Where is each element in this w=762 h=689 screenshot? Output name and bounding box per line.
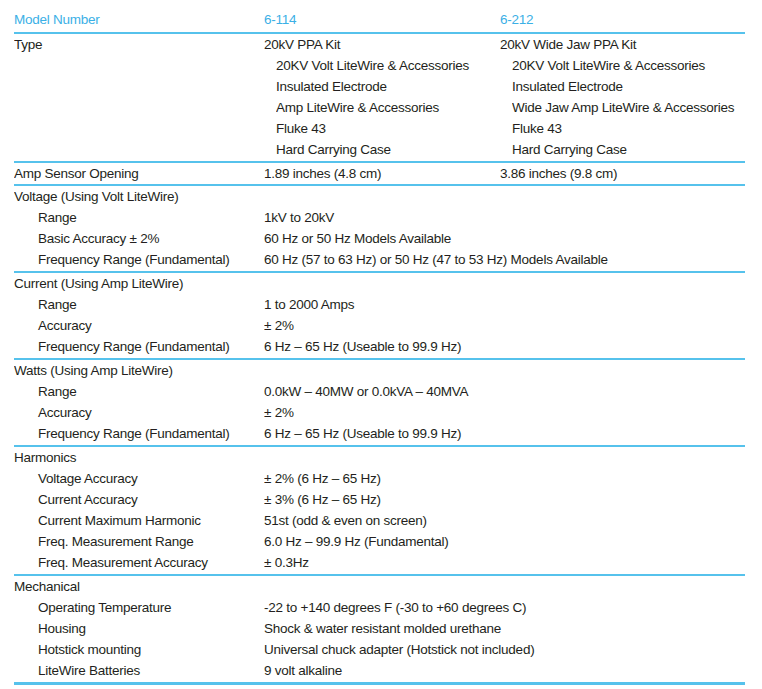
section-watts-using-amp-litewire: Watts (Using Amp LiteWire) Range0.0kW – 4… [14, 360, 745, 445]
section-harmonics: Harmonics Voltage Accuracy± 2% (6 Hz – 65… [14, 447, 745, 574]
kit-item: Insulated Electrode [512, 76, 745, 97]
spec-row: Frequency Range (Fundamental)60 Hz (57 t… [14, 249, 745, 270]
spec-row-label: Current Accuracy [14, 492, 264, 507]
kit-item: Fluke 43 [276, 118, 500, 139]
section-title: Current (Using Amp LiteWire) [14, 276, 264, 291]
spec-row-label: Operating Temperature [14, 600, 264, 615]
spec-row-label: Range [14, 210, 264, 225]
section-current-using-amp-litewire: Current (Using Amp LiteWire) Range1 to 20… [14, 273, 745, 358]
spec-row-value: ± 0.3Hz [264, 555, 745, 570]
spec-row-label: Accuracy [14, 318, 264, 333]
spec-row-label: Range [14, 297, 264, 312]
section-title: Harmonics [14, 450, 264, 465]
kit-item: 20KV Volt LiteWire & Accessories [512, 55, 745, 76]
amp-sensor-opening-model-2: 3.86 inches (9.8 cm) [500, 166, 745, 181]
section-title: Watts (Using Amp LiteWire) [14, 363, 264, 378]
spec-sections: Voltage (Using Volt LiteWire)Range1kV to… [14, 186, 745, 685]
spec-row: Range1kV to 20kV [14, 207, 745, 228]
section-title-row: Current (Using Amp LiteWire) [14, 273, 745, 294]
type-kit-contents: 20KV Volt LiteWire & Accessories Insulat… [14, 55, 745, 160]
spec-row: Current Accuracy± 3% (6 Hz – 65 Hz) [14, 489, 745, 510]
type-model-1-title: 20kV PPA Kit [264, 37, 500, 52]
spec-row-value: 6 Hz – 65 Hz (Useable to 99.9 Hz) [264, 426, 745, 441]
spec-row-value: ± 2% [264, 318, 745, 333]
spec-row: Basic Accuracy ± 2%60 Hz or 50 Hz Models… [14, 228, 745, 249]
type-model-2-title: 20kV Wide Jaw PPA Kit [500, 37, 745, 52]
spec-row-label: Current Maximum Harmonic [14, 513, 264, 528]
kit-item: Insulated Electrode [276, 76, 500, 97]
spec-row-label: Hotstick mounting [14, 642, 264, 657]
spec-row-value: 1kV to 20kV [264, 210, 745, 225]
section-title-row: Mechanical [14, 576, 745, 597]
section-title: Voltage (Using Volt LiteWire) [14, 189, 264, 204]
spec-row-value: 6.0 Hz – 99.9 Hz (Fundamental) [264, 534, 745, 549]
kit-item: Fluke 43 [512, 118, 745, 139]
spec-row-value: Universal chuck adapter (Hotstick not in… [264, 642, 745, 657]
spec-row-label: Freq. Measurement Range [14, 534, 264, 549]
spec-row-label: Voltage Accuracy [14, 471, 264, 486]
spec-row-value: 1 to 2000 Amps [264, 297, 745, 312]
header-model-2: 6-212 [500, 12, 745, 27]
spec-row-value: ± 3% (6 Hz – 65 Hz) [264, 492, 745, 507]
spec-row: Accuracy± 2% [14, 315, 745, 336]
section-title-row: Harmonics [14, 447, 745, 468]
amp-sensor-opening-row: Amp Sensor Opening 1.89 inches (4.8 cm) … [14, 163, 745, 184]
section-title-row: Watts (Using Amp LiteWire) [14, 360, 745, 381]
spec-row-label: Accuracy [14, 405, 264, 420]
spec-row-value: 0.0kW – 40MW or 0.0kVA – 40MVA [264, 384, 745, 399]
spec-row-label: Frequency Range (Fundamental) [14, 426, 264, 441]
section-title-row: Voltage (Using Volt LiteWire) [14, 186, 745, 207]
kit-item: 20KV Volt LiteWire & Accessories [276, 55, 500, 76]
spec-row: Freq. Measurement Accuracy± 0.3Hz [14, 552, 745, 573]
spec-row-label: LiteWire Batteries [14, 663, 264, 678]
kit-item: Wide Jaw Amp LiteWire & Accessories [512, 97, 745, 118]
kit-item: Amp LiteWire & Accessories [276, 97, 500, 118]
spec-row-label: Frequency Range (Fundamental) [14, 339, 264, 354]
spec-row: Current Maximum Harmonic51st (odd & even… [14, 510, 745, 531]
kit-list-model-1: 20KV Volt LiteWire & Accessories Insulat… [264, 55, 500, 160]
kit-item: Hard Carrying Case [276, 139, 500, 160]
spec-row-label: Housing [14, 621, 264, 636]
spec-row-label: Range [14, 384, 264, 399]
amp-sensor-opening-label: Amp Sensor Opening [14, 166, 264, 181]
spec-row: Hotstick mountingUniversal chuck adapter… [14, 639, 745, 660]
spec-row-value: 60 Hz (57 to 63 Hz) or 50 Hz (47 to 53 H… [264, 252, 745, 267]
spec-row: Voltage Accuracy± 2% (6 Hz – 65 Hz) [14, 468, 745, 489]
header-model-1: 6-114 [264, 12, 500, 27]
kit-item: Hard Carrying Case [512, 139, 745, 160]
kit-list-model-2: 20KV Volt LiteWire & Accessories Insulat… [500, 55, 745, 160]
spec-row: HousingShock & water resistant molded ur… [14, 618, 745, 639]
spec-row: Frequency Range (Fundamental)6 Hz – 65 H… [14, 423, 745, 444]
type-label: Type [14, 37, 264, 52]
spec-table: Model Number 6-114 6-212 Type 20kV PPA K… [14, 7, 745, 685]
spec-row: Operating Temperature-22 to +140 degrees… [14, 597, 745, 618]
spec-row-label: Basic Accuracy ± 2% [14, 231, 264, 246]
section-mechanical: Mechanical Operating Temperature-22 to +1… [14, 576, 745, 682]
table-header-row: Model Number 6-114 6-212 [14, 7, 745, 32]
section-divider [14, 682, 745, 685]
spec-row: Range1 to 2000 Amps [14, 294, 745, 315]
spec-row-value: -22 to +140 degrees F (-30 to +60 degree… [264, 600, 745, 615]
spec-row-value: ± 2% [264, 405, 745, 420]
type-title-row: Type 20kV PPA Kit 20kV Wide Jaw PPA Kit [14, 34, 745, 55]
spec-row-value: 51st (odd & even on screen) [264, 513, 745, 528]
spec-row-value: Shock & water resistant molded urethane [264, 621, 745, 636]
spec-row-value: 6 Hz – 65 Hz (Useable to 99.9 Hz) [264, 339, 745, 354]
spec-row: LiteWire Batteries9 volt alkaline [14, 660, 745, 681]
header-model-number-label: Model Number [14, 12, 264, 27]
spec-row-value: 60 Hz or 50 Hz Models Available [264, 231, 745, 246]
spec-row-value: ± 2% (6 Hz – 65 Hz) [264, 471, 745, 486]
spec-row-label: Frequency Range (Fundamental) [14, 252, 264, 267]
spec-row: Freq. Measurement Range6.0 Hz – 99.9 Hz … [14, 531, 745, 552]
spec-row-label: Freq. Measurement Accuracy [14, 555, 264, 570]
section-voltage-using-volt-litewire: Voltage (Using Volt LiteWire) Range1kV to… [14, 186, 745, 271]
section-type: Type 20kV PPA Kit 20kV Wide Jaw PPA Kit … [14, 34, 745, 161]
spec-row: Frequency Range (Fundamental)6 Hz – 65 H… [14, 336, 745, 357]
spec-row-value: 9 volt alkaline [264, 663, 745, 678]
spec-row: Accuracy± 2% [14, 402, 745, 423]
spec-row: Range0.0kW – 40MW or 0.0kVA – 40MVA [14, 381, 745, 402]
section-title: Mechanical [14, 579, 264, 594]
amp-sensor-opening-model-1: 1.89 inches (4.8 cm) [264, 166, 500, 181]
